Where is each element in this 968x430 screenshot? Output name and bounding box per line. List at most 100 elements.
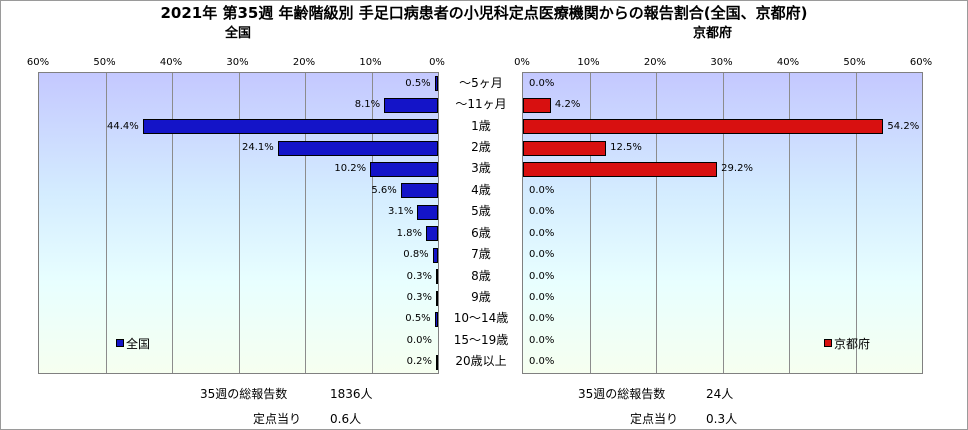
gridline bbox=[172, 73, 173, 373]
category-label: 8歳 bbox=[471, 268, 491, 283]
data-label-kyoto: 12.5% bbox=[610, 142, 642, 153]
right-panel-subtitle: 京都府 bbox=[693, 26, 733, 41]
data-label-national: 8.1% bbox=[354, 99, 381, 111]
legend-kyoto: 京都府 bbox=[824, 335, 870, 352]
bar-national bbox=[436, 269, 438, 285]
right-per-site-label: 定点当り bbox=[630, 412, 679, 426]
category-label: 7歳 bbox=[471, 247, 491, 262]
category-label: 20歳以上 bbox=[455, 354, 507, 369]
data-label-kyoto: 0.0% bbox=[529, 206, 555, 218]
legend-national-swatch bbox=[116, 339, 124, 347]
data-label-kyoto: 0.0% bbox=[529, 313, 555, 325]
bar-kyoto bbox=[523, 119, 884, 135]
gridline bbox=[371, 73, 373, 373]
data-label-national: 5.6% bbox=[371, 184, 397, 196]
right-axis-tick: 20% bbox=[643, 57, 667, 68]
left-panel-subtitle: 全国 bbox=[225, 26, 252, 41]
right-total-reports-label: 35週の総報告数 bbox=[578, 387, 666, 401]
data-label-kyoto: 0.0% bbox=[529, 227, 555, 239]
left-per-site-value: 0.6人 bbox=[330, 412, 362, 426]
right-axis-tick: 30% bbox=[710, 57, 733, 68]
bar-national bbox=[436, 354, 438, 370]
data-label-kyoto: 54.2% bbox=[887, 120, 920, 132]
bar-national bbox=[426, 226, 438, 242]
category-label: 9歳 bbox=[471, 290, 491, 304]
left-axis-tick: 60% bbox=[26, 57, 50, 68]
data-label-national: 0.3% bbox=[406, 270, 432, 282]
left-axis-tick: 50% bbox=[93, 57, 116, 68]
data-label-kyoto: 0.0% bbox=[529, 77, 555, 89]
right-axis-tick: 40% bbox=[776, 57, 800, 68]
gridline bbox=[105, 73, 107, 373]
right-axis-tick: 10% bbox=[577, 57, 600, 68]
legend-kyoto-label: 京都府 bbox=[834, 337, 871, 351]
data-label-national: 0.8% bbox=[403, 249, 429, 261]
data-label-national: 3.1% bbox=[387, 206, 414, 218]
gridline bbox=[589, 73, 591, 373]
data-label-national: 44.4% bbox=[106, 120, 139, 132]
data-label-national: 0.5% bbox=[405, 77, 431, 89]
data-label-kyoto: 0.0% bbox=[529, 270, 555, 282]
data-label-kyoto: 29.2% bbox=[721, 163, 753, 175]
category-label: 10～14歳 bbox=[453, 311, 509, 326]
gridline bbox=[238, 73, 240, 373]
left-plot-area: 0.5% 8.1% 44.4% 24.1% 10.2% 5.6% 3.1% 1.8% 0.8% 0… bbox=[38, 72, 439, 374]
category-label: 6歳 bbox=[471, 225, 491, 240]
gridline bbox=[855, 73, 857, 373]
left-axis-tick: 40% bbox=[159, 57, 183, 68]
bar-national bbox=[142, 119, 438, 135]
category-label: 4歳 bbox=[471, 182, 491, 197]
bar-national bbox=[432, 247, 438, 263]
chart-title: 2021年 第35週 年齢階級別 手足口病患者の小児科定点医療機関からの報告割合… bbox=[160, 4, 808, 22]
data-label-kyoto: 0.0% bbox=[529, 334, 555, 346]
data-label-kyoto: 0.0% bbox=[529, 356, 555, 368]
right-plot-area: 0.0% 4.2% 54.2% 12.5% 29.2% 0.0% 0.0% 0.0% 0.0% 0… bbox=[522, 72, 923, 374]
data-label-national: 0.5% bbox=[405, 313, 431, 325]
right-axis-tick: 0% bbox=[514, 57, 530, 68]
legend-kyoto-swatch bbox=[824, 339, 832, 347]
data-label-kyoto: 0.0% bbox=[529, 184, 555, 196]
data-label-kyoto: 4.2% bbox=[554, 99, 581, 111]
bar-kyoto bbox=[523, 97, 551, 113]
data-label-national: 24.1% bbox=[241, 142, 274, 153]
category-label: 1歳 bbox=[471, 118, 491, 133]
category-label: 15～19歳 bbox=[453, 332, 509, 347]
category-label: ～11ヶ月 bbox=[455, 97, 507, 112]
data-label-national: 10.2% bbox=[334, 163, 367, 175]
data-label-national: 0.3% bbox=[406, 292, 432, 303]
bar-national bbox=[434, 76, 438, 92]
left-total-reports-value: 1836人 bbox=[330, 387, 373, 401]
data-label-national: 1.8% bbox=[396, 227, 423, 239]
bar-kyoto bbox=[523, 140, 607, 156]
gridline bbox=[722, 73, 724, 373]
bar-kyoto bbox=[523, 161, 718, 177]
bar-national bbox=[370, 161, 438, 177]
data-label-kyoto: 0.0% bbox=[529, 249, 555, 261]
left-axis-tick: 20% bbox=[292, 57, 316, 68]
data-label-national: 0.0% bbox=[406, 334, 432, 346]
left-total-reports-label: 35週の総報告数 bbox=[200, 387, 288, 401]
data-label-national: 0.2% bbox=[406, 356, 432, 368]
data-label-kyoto: 0.0% bbox=[529, 292, 555, 303]
bar-national bbox=[400, 183, 438, 199]
left-per-site-label: 定点当り bbox=[253, 412, 302, 426]
category-label: ～5ヶ月 bbox=[459, 75, 503, 90]
gridline bbox=[305, 73, 306, 373]
left-axis-tick: 10% bbox=[359, 57, 382, 68]
right-axis-tick: 60% bbox=[909, 57, 933, 68]
right-axis-tick: 50% bbox=[843, 57, 866, 68]
bar-national bbox=[436, 290, 438, 306]
right-total-reports-value: 24人 bbox=[706, 387, 734, 401]
left-axis-tick: 30% bbox=[226, 57, 249, 68]
bar-national bbox=[384, 97, 438, 113]
category-label: 3歳 bbox=[471, 161, 491, 176]
legend-national-label: 全国 bbox=[126, 337, 151, 351]
bar-national bbox=[417, 204, 438, 220]
gridline bbox=[656, 73, 657, 373]
right-per-site-value: 0.3人 bbox=[706, 412, 738, 426]
left-axis-tick: 0% bbox=[429, 57, 445, 68]
legend-national: 全国 bbox=[116, 335, 150, 352]
bar-national bbox=[434, 311, 438, 327]
category-label: 2歳 bbox=[471, 140, 491, 154]
gridline bbox=[789, 73, 790, 373]
